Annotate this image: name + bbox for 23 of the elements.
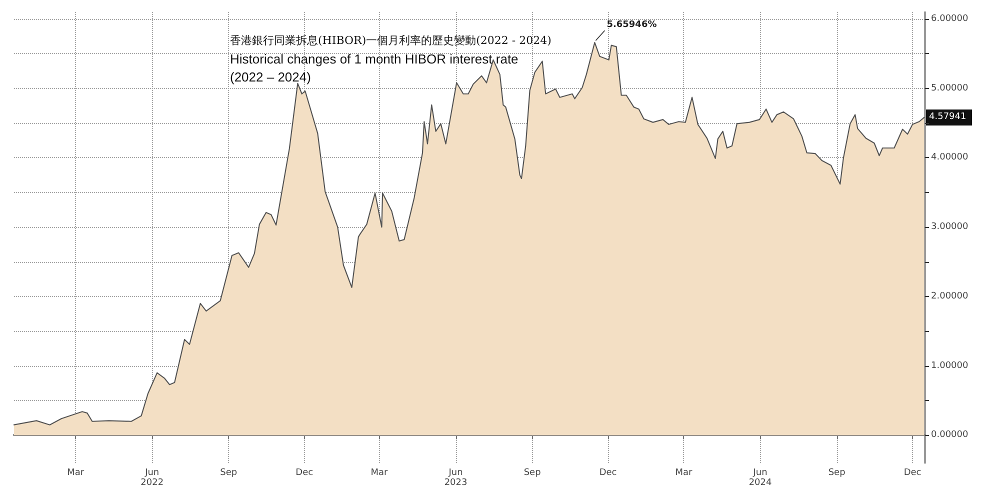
x-tick-label: Jun 2022	[140, 468, 164, 488]
y-tick-label: 5.00000	[931, 83, 968, 94]
x-tick-label: Dec	[904, 468, 922, 478]
y-tick-label: 6.00000	[931, 14, 968, 24]
y-tick-label: 4.00000	[931, 152, 968, 163]
x-tick-label: Mar	[675, 468, 693, 478]
text: Historical changes of 1 month HIBOR interest rate (2022 – 2024)	[230, 52, 518, 84]
x-tick-label: Mar	[67, 468, 84, 478]
y-tick-label: 0.00000	[931, 430, 968, 440]
annotation: 5.65946%	[606, 20, 657, 30]
x-tick-label: Sep	[220, 468, 238, 478]
x-tick-label: Jun 2024	[748, 468, 772, 488]
x-tick-label: Sep	[524, 468, 542, 478]
x-tick-label: Dec	[599, 468, 617, 478]
annotation: 4.57941	[929, 112, 966, 122]
x-tick-label: Sep	[828, 468, 846, 478]
x-tick-label: Jun 2023	[444, 468, 468, 488]
y-tick-label: 2.00000	[931, 291, 968, 302]
x-tick-label: Mar	[370, 468, 388, 478]
x-tick-label: Dec	[296, 468, 314, 478]
y-tick-label: 1.00000	[931, 360, 968, 371]
y-tick-label: 3.00000	[931, 222, 968, 232]
text: 香港銀行同業拆息(HIBOR)一個月利率的歷史變動(2022 - 2024)	[230, 34, 552, 47]
